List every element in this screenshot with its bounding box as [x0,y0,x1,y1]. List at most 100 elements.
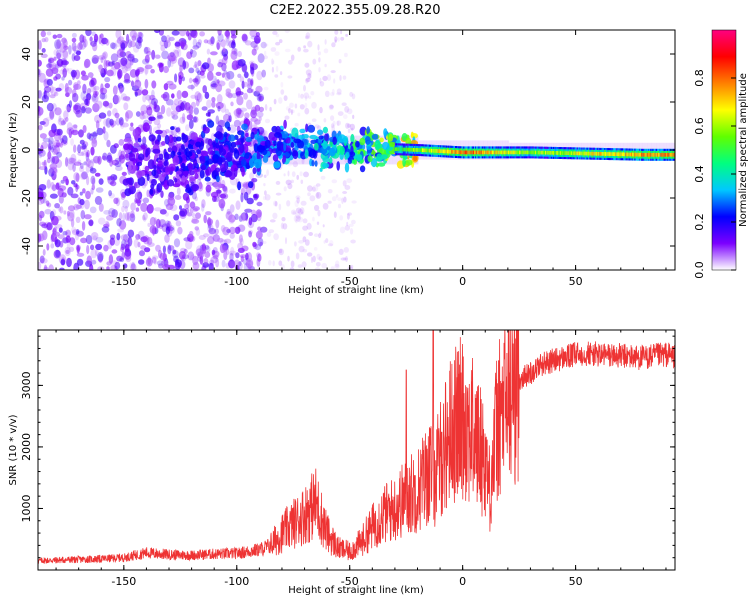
heatmap-cell [531,150,533,155]
heatmap-cell [46,63,53,69]
heatmap-cell [189,140,195,146]
heatmap-cell [484,150,486,155]
heatmap-cell [536,150,538,155]
heatmap-cell [193,116,199,123]
heatmap-cell [165,99,174,106]
heatmap-cell [280,264,285,270]
heatmap-cell [282,155,287,163]
heatmap-cell [186,114,194,121]
heatmap-cell [148,134,156,142]
heatmap-cell [161,35,167,43]
heatmap-cell [223,250,228,260]
y-tick-label: 0 [20,147,33,154]
heatmap-cell [264,194,271,201]
heatmap-cell [304,239,310,246]
heatmap-cell [237,50,242,58]
heatmap-cell [314,204,320,212]
heatmap-cell [397,147,399,152]
heatmap-cell [141,89,149,96]
heatmap-cell [193,107,199,115]
heatmap-cell [142,136,147,146]
heatmap-cell [287,170,290,177]
heatmap-cell [176,170,182,175]
heatmap-cell [133,142,140,147]
heatmap-marks [38,30,675,270]
heatmap-cell [40,53,48,58]
heatmap-cell [55,73,61,80]
heatmap-cell [176,90,182,100]
heatmap-cell [47,202,52,208]
heatmap-cell [224,30,230,37]
heatmap-cell [64,82,69,93]
heatmap-cell [249,30,258,37]
heatmap-cell [51,215,59,226]
heatmap-cell [595,151,598,156]
heatmap-cell [546,150,548,155]
heatmap-cell [92,131,98,140]
heatmap-cell [122,199,130,209]
y-tick-label: 40 [20,47,33,61]
heatmap-cell [352,114,355,119]
heatmap-cell [133,32,137,39]
heatmap-cell [249,172,255,180]
heatmap-cell [130,80,135,87]
heatmap-cell [167,197,176,206]
heatmap-cell [135,75,140,83]
heatmap-cell [79,40,87,50]
heatmap-cell [116,49,124,58]
heatmap-cell [348,223,354,227]
heatmap-cell [109,118,114,126]
heatmap-cell [217,156,223,166]
heatmap-cell [111,209,118,218]
heatmap-cell [190,132,198,141]
heatmap-cell [146,173,150,182]
heatmap-cell [330,115,335,121]
heatmap-cell [223,186,228,193]
heatmap-cell [47,151,52,160]
heatmap-cell [59,42,67,53]
heatmap-cell [179,208,188,217]
heatmap-cell [349,123,355,131]
heatmap-cell [68,45,72,55]
heatmap-cell [195,41,202,49]
heatmap-cell [318,57,321,63]
heatmap-cell [305,35,311,40]
heatmap-cell [177,126,181,135]
heatmap-cell [148,97,155,104]
heatmap-cell [71,41,77,52]
heatmap-cell [140,144,146,150]
heatmap-cell [75,50,81,56]
heatmap-cell [220,102,227,113]
heatmap-cell [192,78,199,83]
heatmap-cell [299,207,305,214]
heatmap-cell [113,197,119,204]
y-tick-label: -20 [20,189,33,207]
heatmap-cell [575,151,577,156]
heatmap-cell [381,141,390,150]
heatmap-cell [225,88,232,93]
heatmap-cell [608,152,610,156]
heatmap-cell [367,155,373,163]
heatmap-cell [258,116,262,122]
heatmap-cell [207,71,214,81]
heatmap-cell [467,150,469,155]
heatmap-cell [75,110,83,118]
heatmap-cell [191,212,196,218]
heatmap-cell [256,93,265,102]
heatmap-cell [125,110,133,119]
heatmap-cell [84,199,90,210]
heatmap-cell [278,248,284,256]
heatmap-cell [42,137,51,143]
heatmap-cell [464,150,467,155]
heatmap-cell [278,39,283,44]
heatmap-cell [45,116,52,122]
heatmap-cell [58,227,63,233]
heatmap-cell [607,152,609,156]
heatmap-cell [304,62,310,68]
heatmap-cell [264,104,268,111]
heatmap-cell [227,126,231,131]
heatmap-cell [185,124,190,132]
heatmap-cell [121,171,127,176]
heatmap-cell [85,190,91,200]
heatmap-cell [228,214,236,223]
